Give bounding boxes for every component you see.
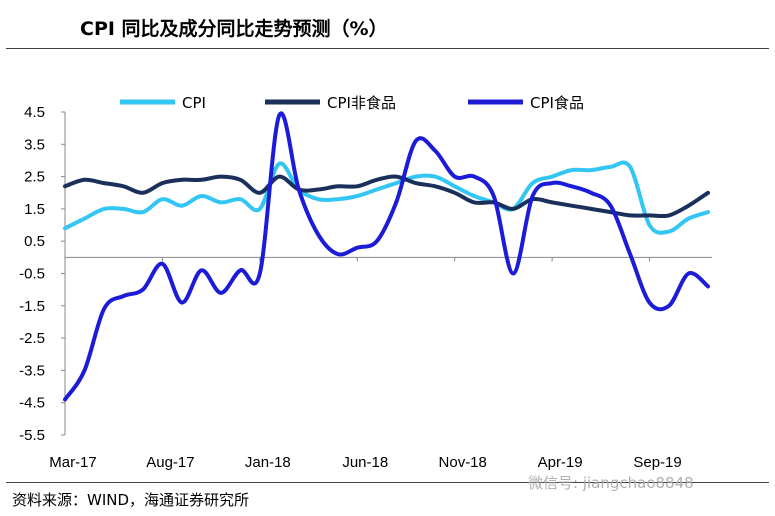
title-divider [6, 48, 769, 49]
y-tick-labels: 4.5 3.5 2.5 1.5 0.5 -0.5 -1.5 -2.5 -3.5 -4.5 -5.5 [19, 104, 65, 444]
x-tick-label: Aug-17 [146, 454, 194, 471]
x-tick-label: Apr-19 [538, 454, 583, 471]
y-tick-label: 0.5 [24, 233, 45, 250]
y-tick-label: -4.5 [19, 395, 45, 412]
legend-label-cpi-non-food: CPI非食品 [327, 94, 396, 112]
x-tick-label: Mar-17 [49, 454, 97, 471]
y-tick-label: -1.5 [19, 298, 45, 315]
chart-title: CPI 同比及成分同比走势预测（%） [80, 18, 388, 40]
x-tick-label: Sep-19 [633, 454, 681, 471]
chart-series [63, 111, 710, 402]
y-tick-label: -5.5 [19, 427, 45, 444]
series-line-cpi [63, 160, 710, 235]
y-tick-label: 3.5 [24, 136, 45, 153]
x-tick-label: Jan-18 [245, 454, 291, 471]
series-line-cpi-non-food [63, 174, 710, 219]
legend-label-cpi-food: CPI食品 [530, 94, 584, 112]
chart-axes [64, 112, 712, 435]
legend-label-cpi: CPI [182, 94, 206, 112]
x-tick-label: Nov-18 [439, 454, 487, 471]
source-note: 资料来源：WIND，海通证券研究所 [12, 491, 250, 509]
watermark-text: 微信号: jiangchao8848 [528, 474, 694, 492]
y-tick-label: -3.5 [19, 362, 45, 379]
y-tick-label: -0.5 [19, 266, 45, 283]
chart-legend: CPI CPI非食品 CPI食品 [120, 94, 584, 112]
y-tick-label: 2.5 [24, 169, 45, 186]
x-tick-labels: Mar-17 Aug-17 Jan-18 Jun-18 Nov-18 Apr-19 Sep-… [49, 257, 682, 471]
x-tick-label: Jun-18 [342, 454, 388, 471]
line-chart: 4.53.52.51.50.5-0.5-1.5-2.5-3.5-4.5-5.5 … [19, 94, 712, 471]
y-tick-label: -2.5 [19, 330, 45, 347]
series-line-cpi-food [63, 111, 710, 402]
y-tick-label: 1.5 [24, 201, 45, 218]
y-tick-label: 4.5 [24, 104, 45, 121]
footer-divider [6, 482, 769, 483]
